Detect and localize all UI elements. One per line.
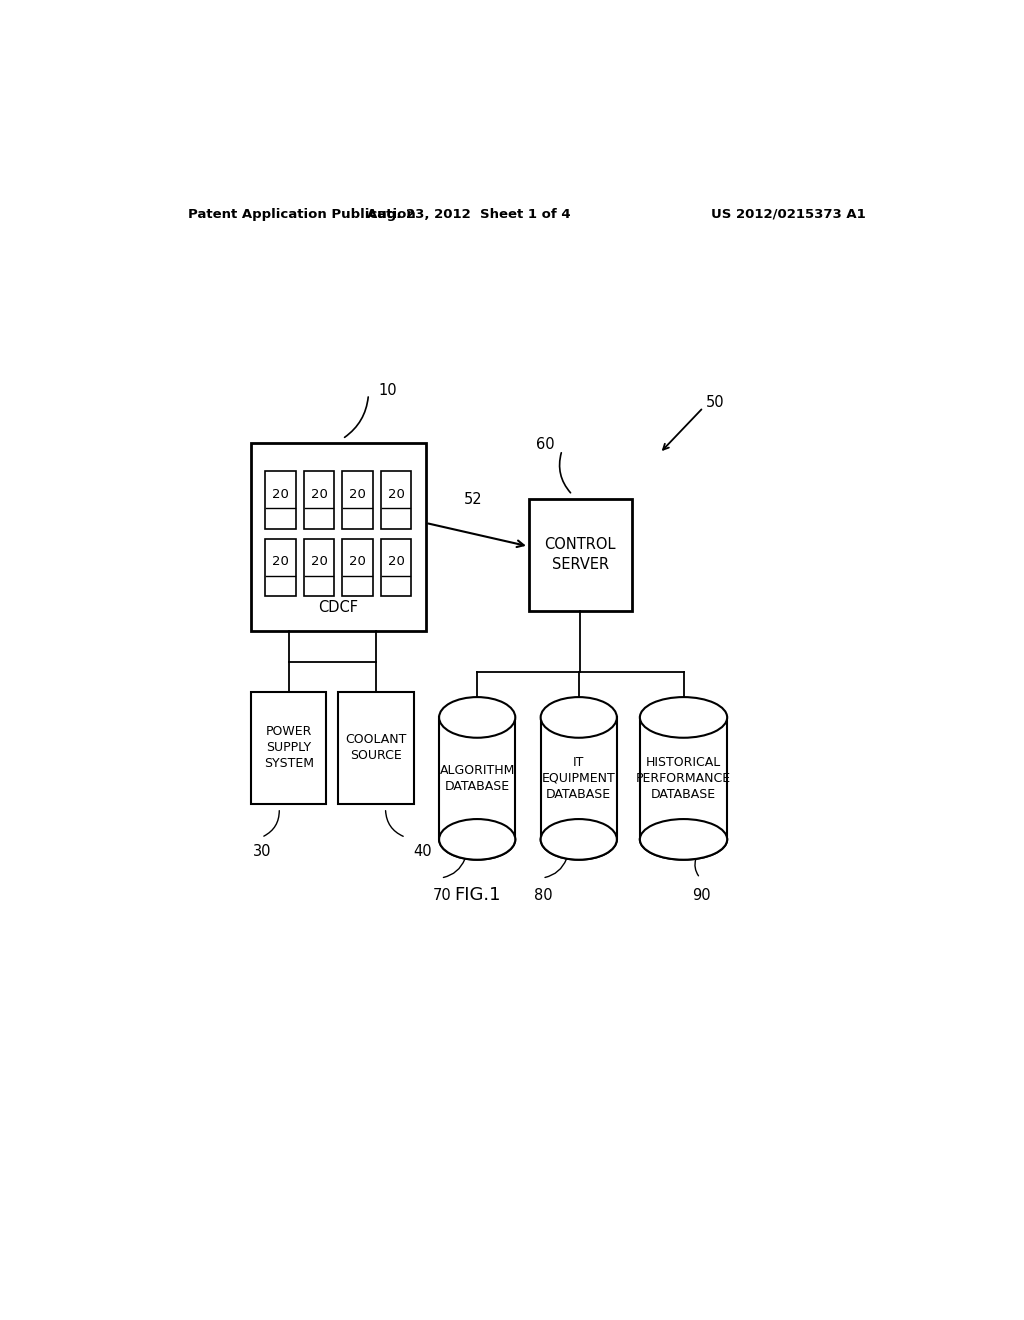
- Text: Patent Application Publication: Patent Application Publication: [187, 207, 416, 220]
- Bar: [342, 471, 373, 529]
- Text: 20: 20: [272, 487, 289, 500]
- Text: 80: 80: [535, 888, 553, 903]
- Ellipse shape: [439, 697, 515, 738]
- Ellipse shape: [439, 818, 515, 859]
- Text: CDCF: CDCF: [318, 599, 358, 615]
- Text: 70: 70: [433, 888, 452, 903]
- Text: 90: 90: [692, 888, 711, 903]
- Text: 20: 20: [310, 556, 328, 568]
- Bar: [251, 444, 426, 631]
- Text: ALGORITHM
DATABASE: ALGORITHM DATABASE: [439, 764, 515, 793]
- Bar: [439, 718, 515, 840]
- Bar: [304, 539, 334, 597]
- Text: US 2012/0215373 A1: US 2012/0215373 A1: [712, 207, 866, 220]
- Bar: [528, 499, 632, 611]
- Text: Aug. 23, 2012  Sheet 1 of 4: Aug. 23, 2012 Sheet 1 of 4: [368, 207, 571, 220]
- Bar: [304, 471, 334, 529]
- Text: POWER
SUPPLY
SYSTEM: POWER SUPPLY SYSTEM: [264, 726, 313, 771]
- Text: 20: 20: [388, 487, 404, 500]
- Text: 20: 20: [388, 556, 404, 568]
- Text: 30: 30: [253, 845, 272, 859]
- Bar: [265, 471, 296, 529]
- Bar: [381, 471, 412, 529]
- Text: 20: 20: [272, 556, 289, 568]
- Bar: [640, 718, 727, 840]
- Ellipse shape: [640, 697, 727, 738]
- Text: COOLANT
SOURCE: COOLANT SOURCE: [345, 734, 407, 763]
- Ellipse shape: [640, 818, 727, 859]
- Text: 60: 60: [536, 437, 554, 451]
- Text: 20: 20: [349, 487, 366, 500]
- Bar: [338, 692, 414, 804]
- Text: CONTROL
SERVER: CONTROL SERVER: [545, 537, 616, 572]
- Bar: [381, 539, 412, 597]
- Text: FIG.1: FIG.1: [454, 886, 501, 904]
- Bar: [251, 692, 327, 804]
- Text: 52: 52: [464, 491, 482, 507]
- Text: 40: 40: [414, 845, 432, 859]
- Text: 20: 20: [310, 487, 328, 500]
- Ellipse shape: [541, 818, 616, 859]
- Ellipse shape: [541, 697, 616, 738]
- Bar: [342, 539, 373, 597]
- Text: 50: 50: [706, 395, 724, 409]
- Text: IT
EQUIPMENT
DATABASE: IT EQUIPMENT DATABASE: [542, 756, 615, 801]
- Bar: [265, 539, 296, 597]
- Bar: [541, 718, 616, 840]
- Text: 10: 10: [378, 383, 396, 397]
- Text: HISTORICAL
PERFORMANCE
DATABASE: HISTORICAL PERFORMANCE DATABASE: [636, 756, 731, 801]
- Text: 20: 20: [349, 556, 366, 568]
